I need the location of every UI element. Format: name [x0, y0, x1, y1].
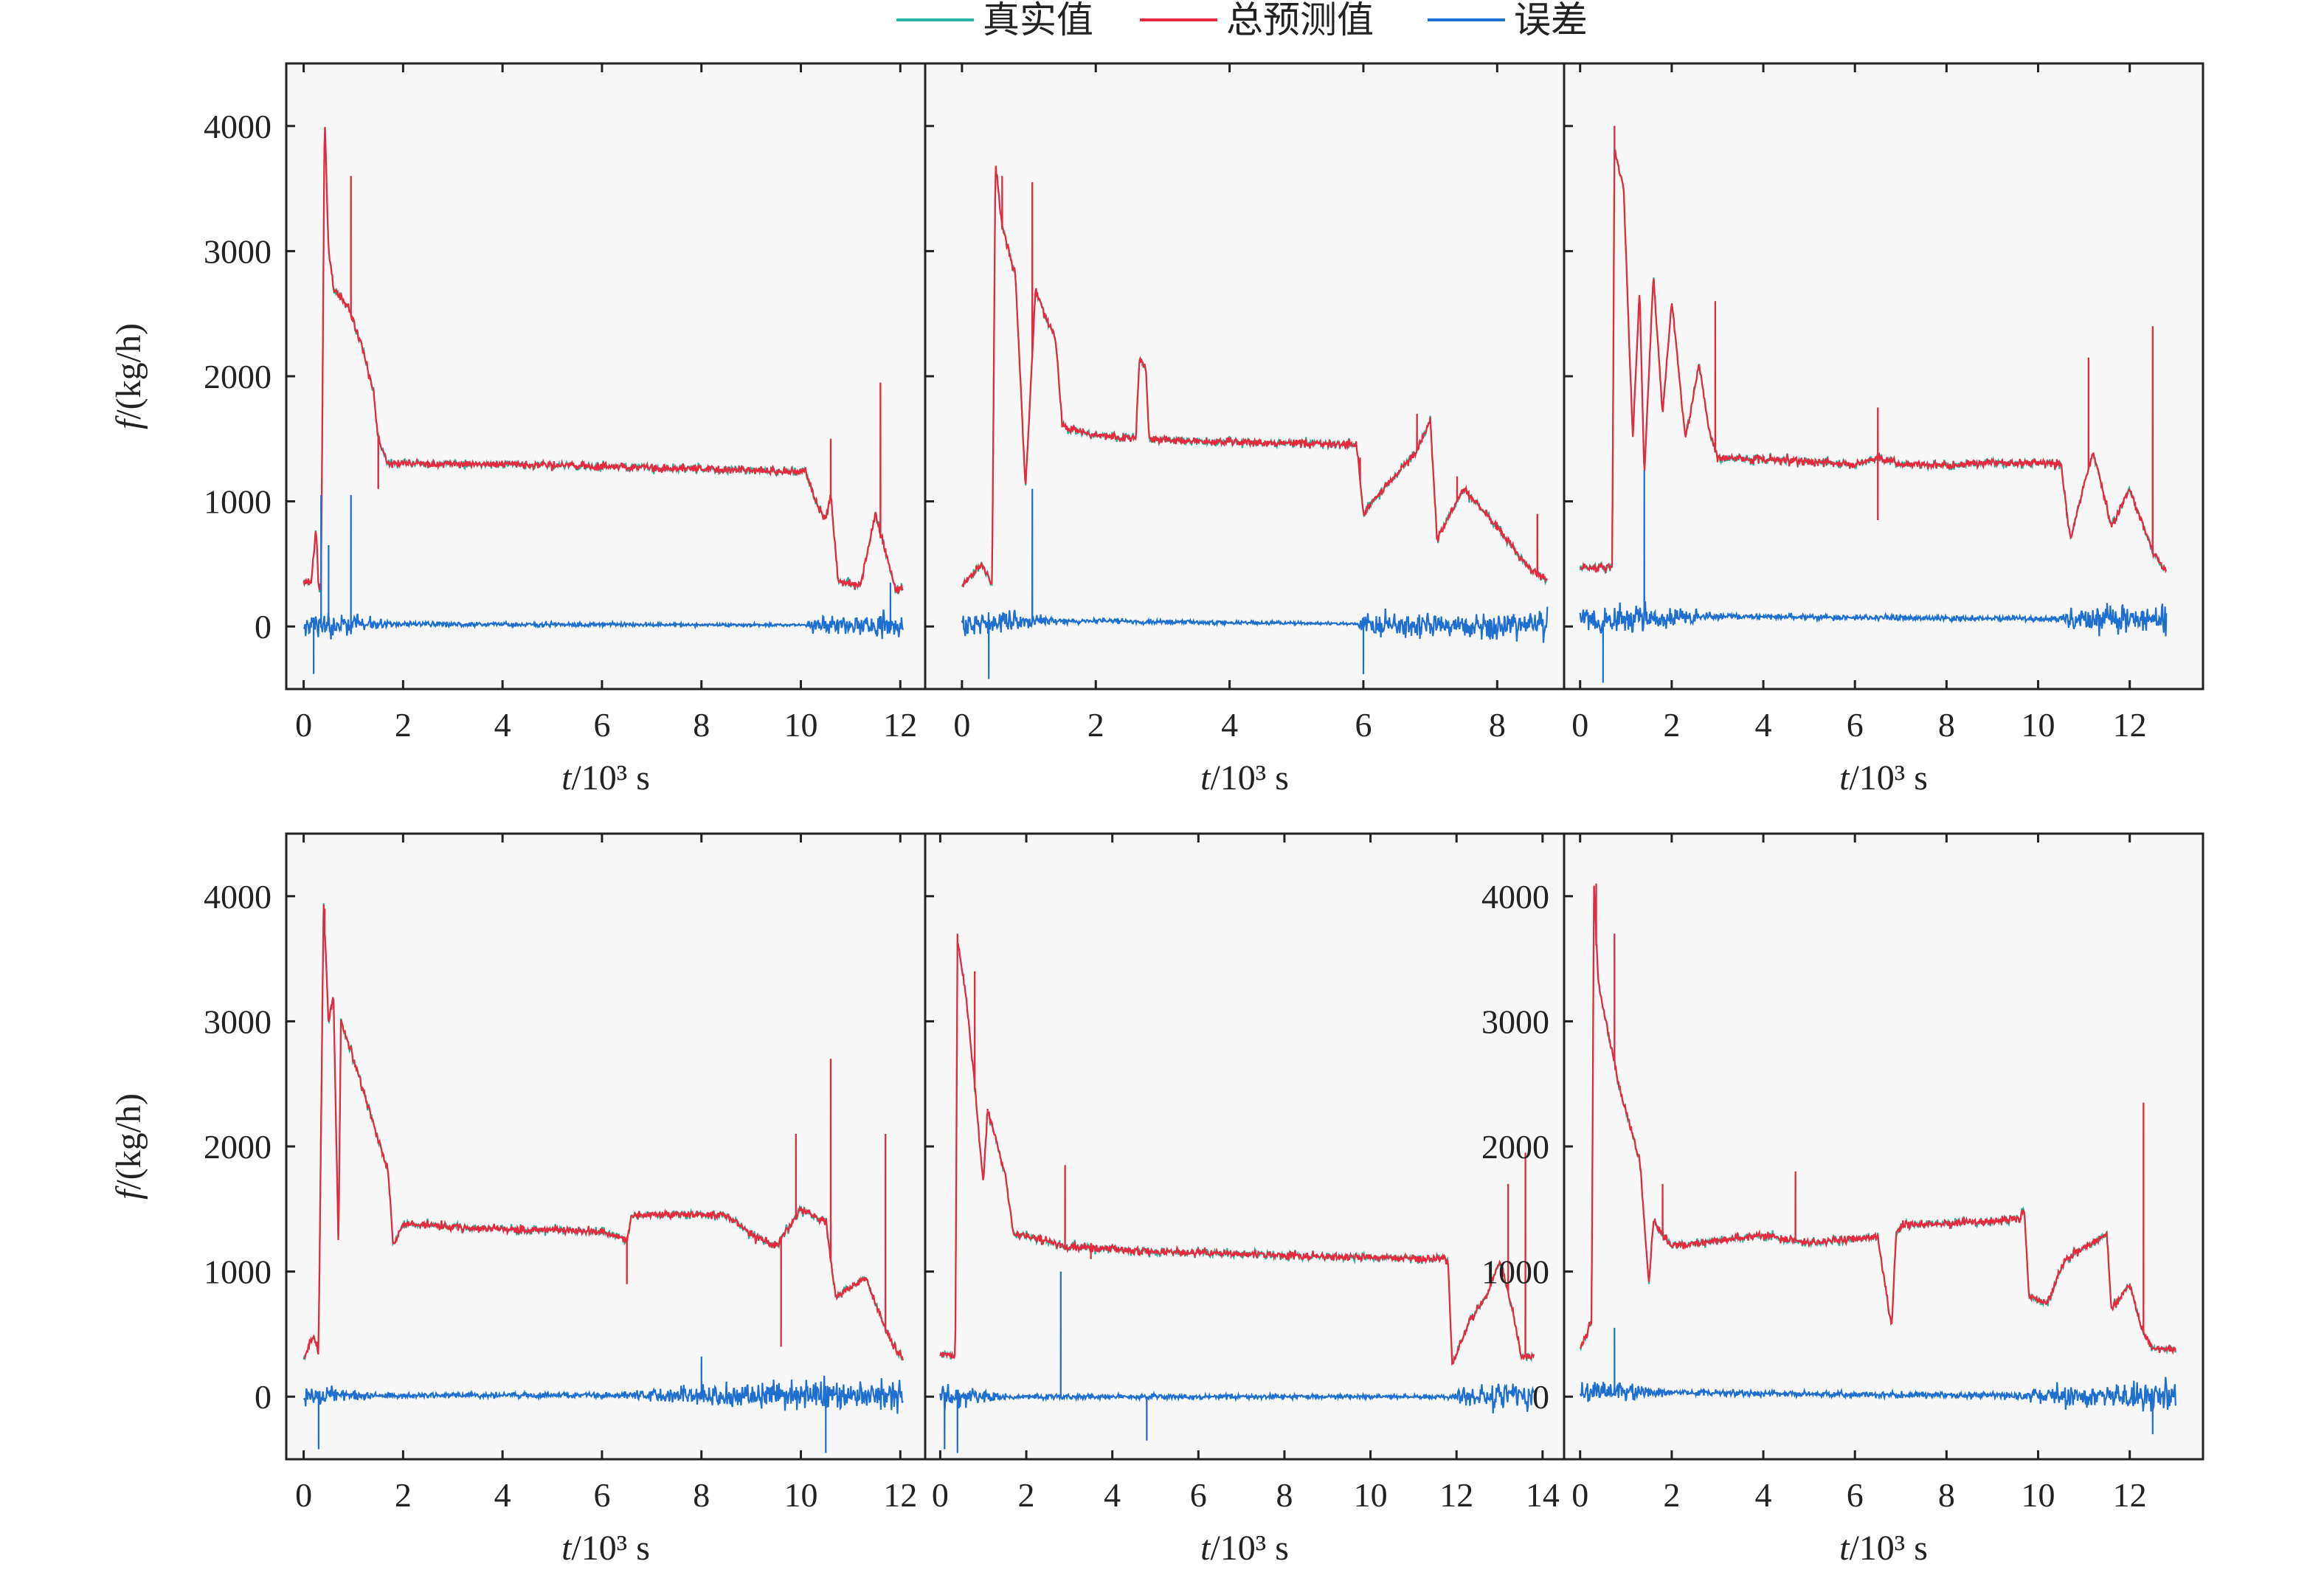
x-tick-label: 10	[1354, 1476, 1388, 1514]
plot-area	[1564, 834, 2203, 1459]
y-tick-label: 3000	[1481, 1003, 1549, 1040]
y-tick-label: 3000	[204, 1003, 272, 1040]
x-tick-label: 2	[1087, 706, 1104, 744]
x-tick-label: 10	[2022, 706, 2055, 744]
y-tick-label: 1000	[204, 1253, 272, 1291]
y-tick-label: 2000	[1481, 1128, 1549, 1166]
x-tick-label: 0	[295, 706, 312, 744]
y-tick-label: 4000	[204, 878, 272, 916]
x-tick-label: 12	[2113, 706, 2147, 744]
x-tick-label: 2	[395, 706, 412, 744]
x-tick-label: 0	[1571, 1476, 1588, 1514]
series-prediction-top-middle	[961, 165, 1548, 588]
x-tick-label: 8	[693, 706, 710, 744]
legend-label-true: 真实值	[983, 0, 1093, 41]
y-tick-label: 3000	[204, 232, 272, 270]
y-tick-label: 0	[255, 1378, 272, 1416]
x-tick-label: 4	[494, 1476, 511, 1514]
y-axis-title: f/(kg/h)	[109, 1093, 148, 1200]
subplot-bottom-left: 0 2 4 6 8 10 12 0 1000 2000 3000 4000 t/10³ s f/(kg/h…	[109, 832, 927, 1568]
series-prediction-top-left	[302, 127, 904, 595]
x-tick-label: 0	[295, 1476, 312, 1514]
x-tick-label: 2	[395, 1476, 412, 1514]
y-tick-label: 4000	[1481, 878, 1549, 916]
x-axis-title: t/10³ s	[1200, 1529, 1289, 1568]
series-prediction-bottom-middle	[939, 933, 1535, 1366]
plot-area	[286, 63, 925, 689]
x-tick-label: 10	[2022, 1476, 2055, 1514]
x-tick-label: 2	[1663, 706, 1680, 744]
y-tick-label: 1000	[1481, 1253, 1549, 1291]
y-tick-label: 2000	[204, 358, 272, 395]
subplot-bottom-middle: 0 2 4 6 8 10 12 14 t/10³ s	[924, 832, 1566, 1568]
series-prediction-bottom-right	[1580, 883, 2176, 1355]
series-error-top-left	[302, 495, 904, 674]
series-error-bottom-left	[302, 1356, 904, 1453]
y-tick-label: 2000	[204, 1128, 272, 1166]
series-prediction-bottom-left	[303, 904, 904, 1361]
legend: 真实值 总预测值 误差	[896, 0, 1588, 41]
x-tick-label: 12	[1439, 1476, 1473, 1514]
legend-label-error: 误差	[1514, 0, 1588, 41]
x-tick-label: 4	[1104, 1476, 1121, 1514]
x-tick-label: 4	[1755, 1476, 1772, 1514]
x-tick-label: 2	[1018, 1476, 1035, 1514]
plot-area	[1564, 63, 2203, 689]
x-tick-label: 10	[784, 706, 818, 744]
x-tick-label: 8	[1938, 706, 1955, 744]
x-axis-title: t/10³ s	[1839, 758, 1928, 797]
plot-area	[286, 834, 925, 1459]
x-tick-label: 2	[1663, 1476, 1680, 1514]
x-axis-title: t/10³ s	[1200, 758, 1289, 797]
subplot-top-right: 0 2 4 6 8 10 12 t/10³ s	[1563, 62, 2204, 797]
x-tick-label: 12	[2113, 1476, 2147, 1514]
x-tick-label: 10	[784, 1476, 818, 1514]
series-error-top-middle	[961, 488, 1549, 679]
x-axis-title: t/10³ s	[561, 1529, 650, 1568]
subplot-top-middle: 0 2 4 6 8 t/10³ s	[924, 62, 1566, 797]
x-tick-label: 4	[494, 706, 511, 744]
x-tick-label: 6	[593, 706, 610, 744]
series-error-top-right	[1579, 470, 2168, 683]
series-prediction-top-right	[1580, 125, 2168, 575]
x-tick-label: 8	[1276, 1476, 1293, 1514]
x-tick-label: 12	[883, 1476, 917, 1514]
x-tick-label: 12	[883, 706, 917, 744]
legend-label-pred: 总预测值	[1226, 0, 1374, 41]
subplot-top-left: 0 2 4 6 8 10 12 0 1000 2000 3000 4000 t/10³ s f/(kg/h…	[109, 62, 927, 797]
x-tick-label: 4	[1755, 706, 1772, 744]
y-axis-title: f/(kg/h)	[109, 323, 148, 429]
x-axis-title: t/10³ s	[1839, 1529, 1928, 1568]
x-tick-label: 0	[1571, 706, 1588, 744]
x-tick-label: 6	[1847, 1476, 1864, 1514]
x-axis-title: t/10³ s	[561, 758, 650, 797]
x-tick-label: 6	[1190, 1476, 1207, 1514]
x-tick-label: 0	[932, 1476, 949, 1514]
x-tick-label: 14	[1526, 1476, 1560, 1514]
series-error-bottom-right	[1579, 1327, 2176, 1435]
y-tick-label: 0	[255, 608, 272, 646]
y-tick-label: 0	[1532, 1378, 1549, 1416]
y-tick-label: 1000	[204, 483, 272, 521]
series-error-bottom-middle	[939, 1271, 1535, 1453]
x-tick-label: 6	[1847, 706, 1864, 744]
subplot-bottom-right: 0 2 4 6 8 10 12 0 1000 2000 3000 4000 t/10³ s	[1481, 832, 2204, 1568]
plot-area	[925, 834, 1564, 1459]
x-tick-label: 0	[953, 706, 970, 744]
x-tick-label: 6	[593, 1476, 610, 1514]
x-tick-label: 8	[1938, 1476, 1955, 1514]
x-tick-label: 8	[693, 1476, 710, 1514]
x-tick-label: 6	[1355, 706, 1372, 744]
x-tick-label: 4	[1221, 706, 1238, 744]
y-tick-label: 4000	[204, 108, 272, 145]
x-tick-label: 8	[1489, 706, 1506, 744]
